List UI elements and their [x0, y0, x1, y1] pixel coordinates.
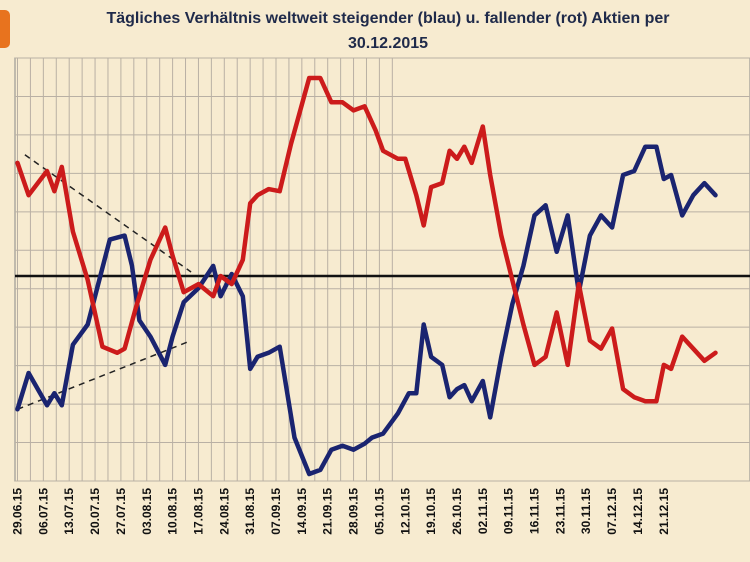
x-tick-label: 30.11.15	[579, 488, 593, 534]
x-tick-label: 19.10.15	[424, 488, 438, 535]
x-tick-label: 09.11.15	[502, 488, 516, 534]
trend-lines	[17, 154, 192, 411]
x-tick-label: 12.10.15	[398, 488, 412, 535]
x-tick-label: 03.08.15	[140, 488, 154, 535]
x-tick-label: 14.09.15	[295, 488, 309, 535]
plot-area	[14, 57, 750, 482]
x-tick-label: 16.11.15	[528, 488, 542, 534]
chart-title-line-2: 30.12.2015	[348, 35, 428, 52]
chart-title-line-1: Tägliches Verhältnis weltweit steigender…	[106, 10, 669, 27]
x-tick-label: 26.10.15	[450, 488, 464, 535]
x-tick-label: 28.09.15	[347, 488, 361, 535]
x-tick-label: 20.07.15	[88, 488, 102, 535]
x-tick-label: 27.07.15	[114, 488, 128, 535]
x-tick-label: 10.08.15	[166, 488, 180, 535]
x-tick-label: 24.08.15	[217, 488, 231, 535]
falling-stocks-line	[15, 75, 718, 404]
x-tick-label: 14.12.15	[631, 488, 645, 535]
x-tick-label: 07.12.15	[605, 488, 619, 535]
x-tick-label: 31.08.15	[243, 488, 257, 535]
series-lines	[15, 75, 718, 477]
trend-line-lower	[17, 339, 192, 411]
x-tick-label: 02.11.15	[476, 488, 490, 534]
x-tick-label: 13.07.15	[62, 488, 76, 535]
x-tick-label: 06.07.15	[36, 488, 50, 535]
x-tick-label: 21.12.15	[657, 488, 671, 535]
x-axis-tick-labels: 29.06.15 06.07.15 13.07.15 20.07.15 27.07.15…	[11, 488, 671, 535]
orange-tab-marker	[0, 10, 10, 48]
x-tick-label: 17.08.15	[191, 488, 205, 535]
x-tick-label: 07.09.15	[269, 488, 283, 535]
grid-lines	[15, 57, 750, 482]
x-tick-label: 21.09.15	[321, 488, 335, 535]
x-tick-label: 23.11.15	[553, 488, 567, 534]
x-tick-label: 29.06.15	[11, 488, 25, 535]
trend-line-upper	[24, 154, 192, 273]
x-tick-label: 05.10.15	[372, 488, 386, 535]
rising-stocks-line	[15, 144, 718, 477]
